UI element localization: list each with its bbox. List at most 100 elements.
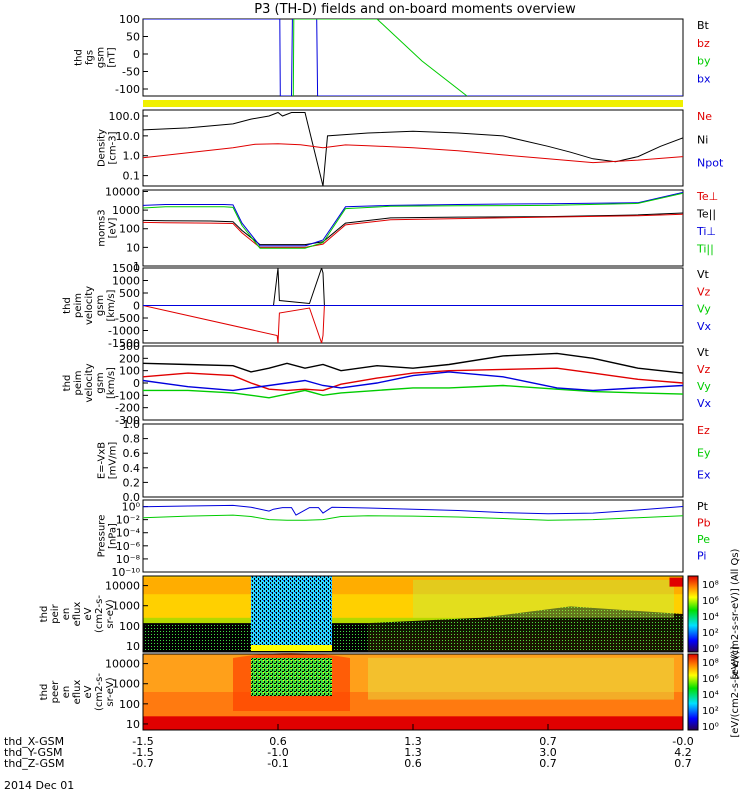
xtick-label-3-2: 0.7: [539, 757, 557, 770]
cbar-tick-8-4: 10⁰: [702, 722, 719, 733]
ytick-label-2-4: 1: [133, 260, 140, 273]
ylabel-7-3: eflux: [72, 602, 83, 627]
ytick-label-6-4: 10⁻⁸: [116, 553, 141, 566]
ylabel-0-2: gsm: [96, 47, 107, 68]
series-group-6: [143, 504, 683, 521]
xtick-label-0-0: -1.5: [132, 735, 153, 748]
ylabel-8-5: (cm2-s-: [94, 673, 105, 711]
legend-6-3: Pi: [697, 550, 706, 563]
ylabel-3-3: gsm: [95, 295, 106, 316]
series-0-by: [292, 19, 468, 96]
ytick-label-3-1: 1000: [112, 275, 140, 288]
legend-1-1: Ni: [697, 133, 708, 146]
series-group-4: [143, 352, 683, 399]
series-group-0: [143, 19, 683, 96]
series-3-Vt: [143, 268, 683, 306]
ytick-label-5-4: 0.2: [123, 476, 141, 489]
ylabel-2-1: [eV]: [108, 218, 119, 239]
ylabel-8-3: eflux: [72, 680, 83, 705]
ytick-label-7-0: 10000: [105, 580, 140, 593]
ylabel-4-3: gsm: [95, 372, 106, 393]
ytick-label-3-6: -1500: [108, 337, 140, 350]
ylabel-7-4: eV: [83, 607, 94, 620]
figure-title: P3 (TH-D) fields and on-board moments ov…: [254, 2, 576, 17]
flag-bar: [143, 100, 683, 107]
ytick-label-5-2: 0.6: [123, 447, 141, 460]
panel-frame-4: [142, 345, 684, 421]
ytick-label-0-1: 50: [126, 31, 140, 44]
ylabel-6-1: [nPa]: [108, 523, 119, 549]
legend-6-0: Pt: [697, 500, 709, 513]
ytick-label-0-0: 100: [119, 13, 140, 26]
series-group-3: [143, 268, 683, 343]
ylabel-1-0: Density: [97, 129, 108, 167]
legend-4-0: Vt: [697, 346, 710, 359]
series-1-Ne: [143, 143, 683, 164]
ytick-label-4-1: 200: [119, 352, 140, 365]
xtick-label-2-1: 1.3: [404, 746, 422, 759]
ytick-label-5-3: 0.4: [123, 462, 141, 475]
ytick-label-4-2: 100: [119, 365, 140, 378]
ylabel-3-2: velocity: [84, 286, 95, 325]
legend-0-1: bz: [697, 37, 710, 50]
ytick-label-4-3: 0: [133, 377, 140, 390]
spec-red-corner: [669, 577, 683, 587]
colorbar-8: [687, 653, 699, 731]
legend-3-3: Vx: [697, 320, 712, 333]
spec-yellow-floor: [251, 645, 332, 651]
date-label: 2014 Dec 01: [4, 779, 74, 792]
ytick-label-7-2: 100: [119, 620, 140, 633]
legend-5-1: Ey: [697, 446, 711, 459]
series-4-Vz: [143, 367, 683, 392]
spectrogram-8: [142, 653, 684, 731]
spectrogram-7: [142, 575, 684, 653]
ytick-label-4-4: -100: [115, 389, 140, 402]
series-2-Ti⊥: [143, 191, 683, 247]
ytick-label-0-2: 0: [133, 48, 140, 61]
ytick-label-7-3: 10: [126, 640, 140, 653]
legend-2-0: Te⊥: [696, 190, 718, 203]
series-3-Vz: [143, 305, 683, 343]
x-axis-annotation: -1.5-1.5-0.70.6-1.0-0.11.31.30.60.73.00.…: [4, 724, 694, 792]
ylabel-7-5: (cm2-s-: [94, 595, 105, 633]
spec-frame: [142, 575, 684, 653]
ytick-label-3-5: -1000: [108, 325, 140, 338]
legend-0-3: bx: [697, 72, 711, 85]
ytick-label-5-0: 1.0: [123, 418, 141, 431]
cbar-tick-7-1: 10⁶: [702, 596, 719, 607]
xtick-label-4-0: -0.0: [672, 735, 693, 748]
ylabel-5-1: [mV/m]: [108, 442, 119, 480]
panel-frame-5: [142, 423, 684, 498]
series-group-1: [143, 111, 683, 186]
spec-green-wash: [413, 579, 674, 618]
x-row-label-1: thd_Y-GSM: [4, 746, 63, 759]
cbar-tick-7-0: 10⁸: [702, 580, 719, 591]
legend-0-0: Bt: [697, 19, 710, 32]
ytick-label-1-3: 0.1: [123, 170, 141, 183]
ylabel-3-1: peim: [73, 293, 84, 318]
x-row-label-0: thd_X-GSM: [4, 735, 64, 748]
spec-cyan-block: [251, 576, 332, 649]
ytick-label-3-4: -500: [115, 312, 140, 325]
legend-4-3: Vx: [697, 397, 712, 410]
xtick-label-3-0: 0.7: [539, 735, 557, 748]
ytick-label-0-3: -50: [122, 66, 140, 79]
ylabel-0-3: [nT]: [107, 47, 118, 67]
ytick-label-3-0: 1500: [112, 262, 140, 275]
xtick-label-0-1: -1.5: [132, 746, 153, 759]
series-2-Te⊥: [143, 213, 683, 248]
legend-1-2: Npot: [697, 157, 724, 170]
series-6-Pe: [143, 514, 683, 521]
ytick-label-8-1: 1000: [112, 678, 140, 691]
ylabel-5-0: E=-VxB: [97, 442, 108, 479]
legend-2-3: Ti||: [696, 243, 714, 256]
series-group-2: [143, 191, 683, 249]
panel-frame-6: [142, 499, 684, 573]
series-6-Pt: [143, 504, 683, 516]
spec-green-block: [251, 658, 332, 696]
ytick-label-6-1: 10⁻²: [116, 514, 140, 527]
ylabel-7-6: sr-eV): [105, 599, 116, 628]
ylabel-4-1: peim: [73, 370, 84, 395]
spec-low-black-2: [368, 606, 683, 652]
